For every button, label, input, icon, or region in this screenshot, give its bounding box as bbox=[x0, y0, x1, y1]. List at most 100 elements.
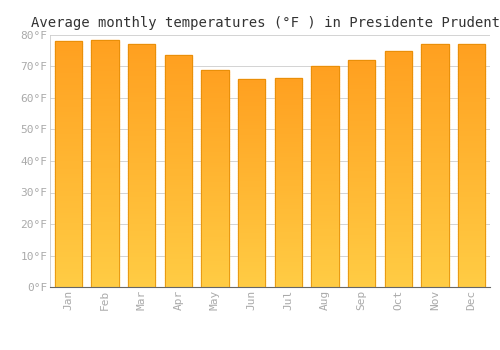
Bar bbox=[164, 183, 192, 185]
Bar bbox=[54, 211, 82, 213]
Bar bbox=[238, 202, 266, 204]
Bar bbox=[348, 248, 376, 251]
Bar bbox=[421, 86, 448, 88]
Bar bbox=[91, 257, 119, 260]
Bar bbox=[91, 106, 119, 109]
Bar bbox=[201, 202, 229, 204]
Bar bbox=[348, 137, 376, 140]
Bar bbox=[54, 118, 82, 120]
Bar bbox=[54, 66, 82, 68]
Bar bbox=[311, 285, 339, 287]
Bar bbox=[238, 235, 266, 237]
Bar bbox=[54, 68, 82, 71]
Bar bbox=[384, 233, 412, 235]
Bar bbox=[421, 277, 448, 280]
Bar bbox=[421, 256, 448, 258]
Bar bbox=[201, 120, 229, 122]
Bar bbox=[164, 158, 192, 160]
Bar bbox=[348, 80, 376, 83]
Bar bbox=[54, 285, 82, 287]
Bar bbox=[54, 172, 82, 174]
Bar bbox=[128, 125, 156, 127]
Bar bbox=[91, 102, 119, 104]
Bar bbox=[238, 96, 266, 98]
Bar bbox=[164, 245, 192, 248]
Bar bbox=[384, 150, 412, 152]
Bar bbox=[201, 204, 229, 206]
Bar bbox=[164, 220, 192, 222]
Bar bbox=[311, 157, 339, 159]
Bar bbox=[348, 285, 376, 287]
Bar bbox=[348, 149, 376, 151]
Bar bbox=[164, 222, 192, 224]
Bar bbox=[201, 115, 229, 118]
Bar bbox=[164, 243, 192, 245]
Bar bbox=[348, 144, 376, 146]
Bar bbox=[201, 93, 229, 96]
Bar bbox=[91, 225, 119, 228]
Bar bbox=[311, 225, 339, 228]
Bar bbox=[274, 270, 302, 272]
Bar bbox=[91, 181, 119, 183]
Bar bbox=[91, 176, 119, 178]
Bar bbox=[91, 126, 119, 129]
Bar bbox=[274, 86, 302, 88]
Bar bbox=[201, 72, 229, 74]
Bar bbox=[348, 74, 376, 76]
Bar bbox=[201, 135, 229, 137]
Bar bbox=[128, 248, 156, 251]
Bar bbox=[91, 168, 119, 171]
Bar bbox=[128, 44, 156, 287]
Bar bbox=[421, 193, 448, 195]
Bar bbox=[164, 60, 192, 62]
Bar bbox=[421, 127, 448, 130]
Bar bbox=[201, 211, 229, 213]
Bar bbox=[421, 120, 448, 122]
Bar bbox=[458, 224, 485, 226]
Bar bbox=[128, 59, 156, 62]
Bar bbox=[384, 240, 412, 242]
Bar bbox=[91, 210, 119, 213]
Bar bbox=[91, 57, 119, 60]
Bar bbox=[384, 263, 412, 266]
Bar bbox=[91, 119, 119, 121]
Bar bbox=[91, 87, 119, 89]
Bar bbox=[164, 257, 192, 259]
Bar bbox=[238, 281, 266, 283]
Bar bbox=[54, 83, 82, 85]
Bar bbox=[421, 224, 448, 226]
Bar bbox=[54, 41, 82, 287]
Bar bbox=[128, 241, 156, 243]
Bar bbox=[274, 140, 302, 142]
Bar bbox=[128, 122, 156, 125]
Bar bbox=[311, 270, 339, 272]
Bar bbox=[458, 248, 485, 251]
Bar bbox=[458, 277, 485, 280]
Bar bbox=[384, 176, 412, 178]
Bar bbox=[164, 141, 192, 144]
Bar bbox=[458, 285, 485, 287]
Bar bbox=[128, 277, 156, 280]
Bar bbox=[274, 98, 302, 100]
Bar bbox=[458, 122, 485, 125]
Bar bbox=[164, 58, 192, 60]
Bar bbox=[348, 69, 376, 71]
Bar bbox=[421, 265, 448, 268]
Bar bbox=[238, 88, 266, 90]
Bar bbox=[458, 178, 485, 180]
Bar bbox=[274, 77, 302, 287]
Bar bbox=[91, 99, 119, 102]
Bar bbox=[348, 101, 376, 103]
Bar bbox=[128, 202, 156, 204]
Bar bbox=[348, 164, 376, 167]
Bar bbox=[54, 78, 82, 80]
Bar bbox=[384, 164, 412, 167]
Bar bbox=[164, 102, 192, 104]
Bar bbox=[238, 158, 266, 160]
Bar bbox=[91, 262, 119, 265]
Bar bbox=[238, 94, 266, 96]
Bar bbox=[91, 82, 119, 84]
Bar bbox=[421, 66, 448, 69]
Bar bbox=[458, 268, 485, 270]
Bar bbox=[201, 219, 229, 222]
